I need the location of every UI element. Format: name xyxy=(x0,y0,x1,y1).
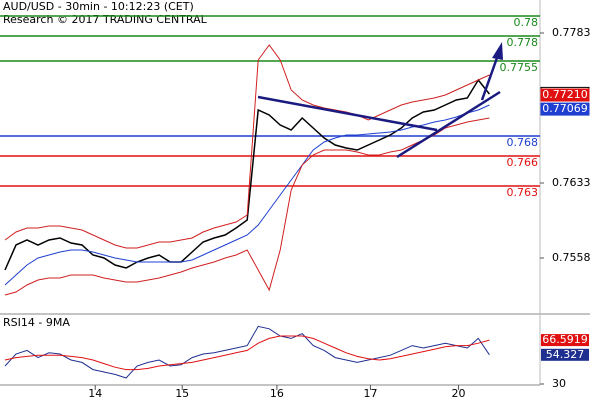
price-marker-label: 0.77210 xyxy=(542,88,588,101)
series-line xyxy=(4,335,490,371)
y-tick-label: 0.7783 xyxy=(552,26,590,39)
layers: 0.7783 0.7633 0.7558 0.78 0.778 0.7755 0.768 0.… xyxy=(0,15,590,400)
y-tick-label: 30 xyxy=(552,377,566,390)
x-tick-label: 16 xyxy=(270,387,284,400)
level-label: 0.768 xyxy=(507,136,539,149)
y-tick-label: 0.7633 xyxy=(552,176,590,189)
level-label: 0.763 xyxy=(507,186,539,199)
value-marker-label: 54.327 xyxy=(546,348,585,361)
series-line xyxy=(4,325,490,379)
x-tick-label: 20 xyxy=(452,387,466,400)
series-line xyxy=(4,78,490,271)
trendline xyxy=(257,95,438,132)
chart-subtitle: Research © 2017 TRADING CENTRAL xyxy=(3,13,208,26)
series-line xyxy=(4,104,490,286)
chart-title: AUD/USD - 30min - 10:12:23 (CET) xyxy=(3,0,194,13)
arrow-head xyxy=(492,42,503,60)
level-label: 0.766 xyxy=(507,156,539,169)
y-tick-label: 0.7558 xyxy=(552,251,590,264)
value-marker-label: 66.5919 xyxy=(542,333,588,346)
series-line xyxy=(4,117,490,296)
x-tick-label: 17 xyxy=(363,387,377,400)
forecast-arrow xyxy=(480,54,500,101)
rsi-title: RSI14 - 9MA xyxy=(3,316,70,329)
x-tick-label: 15 xyxy=(175,387,189,400)
level-label: 0.7755 xyxy=(500,61,539,74)
level-label: 0.78 xyxy=(514,16,539,29)
price-marker-label: 0.77069 xyxy=(542,102,588,115)
x-tick-label: 14 xyxy=(88,387,102,400)
price-marker xyxy=(540,88,590,102)
level-label: 0.778 xyxy=(507,36,539,49)
series-line xyxy=(4,44,490,249)
value-marker xyxy=(541,334,589,347)
price-marker xyxy=(540,102,590,116)
value-marker xyxy=(541,348,589,361)
trendline xyxy=(396,90,501,159)
